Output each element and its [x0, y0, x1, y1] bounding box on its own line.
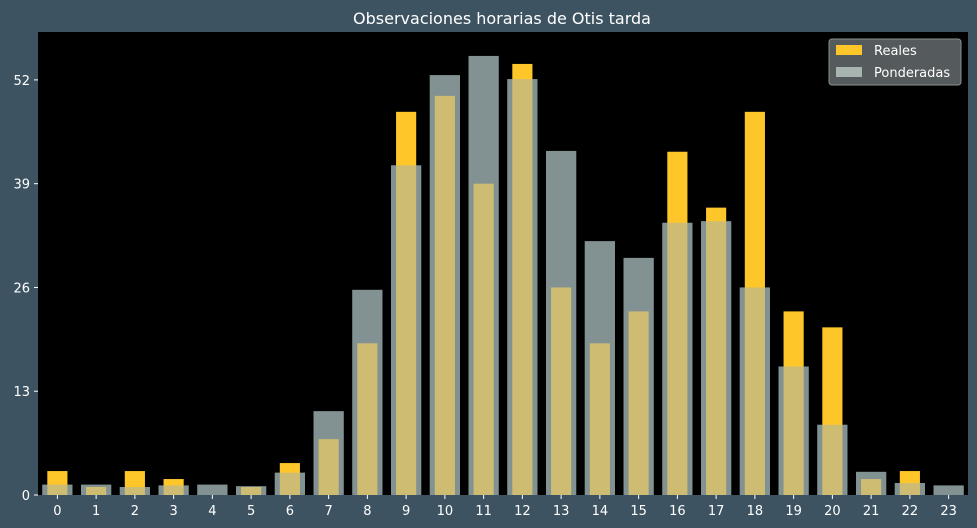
y-tick-label-0: 0 [22, 489, 30, 504]
bar-ponderadas-overlay-5 [236, 486, 267, 495]
legend-swatch-reales [836, 45, 862, 55]
actual-bars [42, 55, 964, 496]
x-tick-label-8: 8 [363, 504, 371, 519]
x-tick-label-23: 23 [940, 504, 957, 519]
chart-title: Observaciones horarias de Otis tarda [353, 9, 651, 28]
bar-ponderadas-overlay-17 [701, 221, 732, 495]
bar-ponderadas-overlay-10 [429, 75, 460, 495]
legend: Reales Ponderadas [828, 38, 962, 86]
x-tick-label-22: 22 [902, 504, 919, 519]
x-tick-label-12: 12 [514, 504, 531, 519]
x-tick-label-21: 21 [863, 504, 880, 519]
x-tick-label-11: 11 [475, 504, 492, 519]
x-tick-label-0: 0 [53, 504, 61, 519]
x-tick-label-2: 2 [131, 504, 139, 519]
bar-ponderadas-overlay-0 [42, 484, 73, 495]
x-tick-label-3: 3 [169, 504, 177, 519]
bar-ponderadas-overlay-11 [468, 55, 499, 496]
bar-ponderadas-overlay-14 [584, 241, 615, 495]
legend-label-ponderadas: Ponderadas [874, 66, 950, 81]
x-tick-label-14: 14 [592, 504, 609, 519]
bar-ponderadas-overlay-9 [391, 165, 422, 495]
bar-ponderadas-overlay-22 [894, 483, 925, 495]
bar-ponderadas-overlay-13 [546, 150, 577, 495]
legend-label-reales: Reales [874, 44, 917, 59]
bar-ponderadas-overlay-6 [274, 472, 305, 495]
bar-ponderadas-overlay-4 [197, 484, 228, 495]
x-tick-label-18: 18 [747, 504, 764, 519]
bar-ponderadas-overlay-23 [933, 485, 964, 495]
y-tick-label-52: 52 [13, 74, 30, 89]
x-tick-label-13: 13 [553, 504, 570, 519]
x-tick-label-17: 17 [708, 504, 725, 519]
x-tick-label-10: 10 [437, 504, 454, 519]
x-tick-label-15: 15 [630, 504, 647, 519]
bar-ponderadas-overlay-8 [352, 289, 383, 495]
y-tick-label-13: 13 [13, 385, 30, 400]
x-tick-label-4: 4 [208, 504, 216, 519]
bar-ponderadas-overlay-18 [739, 287, 770, 495]
bar-ponderadas-overlay-19 [778, 366, 809, 495]
x-tick-label-1: 1 [92, 504, 100, 519]
y-tick-label-39: 39 [13, 178, 30, 193]
bar-ponderadas-overlay-20 [817, 424, 848, 495]
bar-ponderadas-overlay-12 [507, 79, 538, 496]
bar-ponderadas-overlay-15 [623, 257, 654, 495]
bar-ponderadas-overlay-7 [313, 411, 344, 495]
y-axis: 0 13 26 39 52 [13, 74, 38, 504]
x-tick-label-7: 7 [324, 504, 332, 519]
x-tick-label-20: 20 [824, 504, 841, 519]
y-tick-label-26: 26 [13, 281, 30, 296]
bar-ponderadas-overlay-2 [119, 487, 150, 495]
bar-ponderadas-overlay-1 [81, 484, 112, 495]
plot-area [38, 32, 968, 495]
x-tick-label-19: 19 [785, 504, 802, 519]
bar-ponderadas-overlay-16 [662, 222, 693, 495]
x-tick-label-16: 16 [669, 504, 686, 519]
bar-ponderadas-overlay-3 [158, 485, 189, 495]
x-tick-label-5: 5 [247, 504, 255, 519]
x-axis: 0 1 2 3 4 5 6 7 8 9 10 11 12 13 14 15 16 17 18 19 20 21 22 23 [53, 495, 957, 519]
x-tick-label-6: 6 [286, 504, 294, 519]
legend-swatch-ponderadas [836, 67, 862, 77]
x-tick-label-9: 9 [402, 504, 410, 519]
bar-ponderadas-overlay-21 [856, 471, 887, 495]
